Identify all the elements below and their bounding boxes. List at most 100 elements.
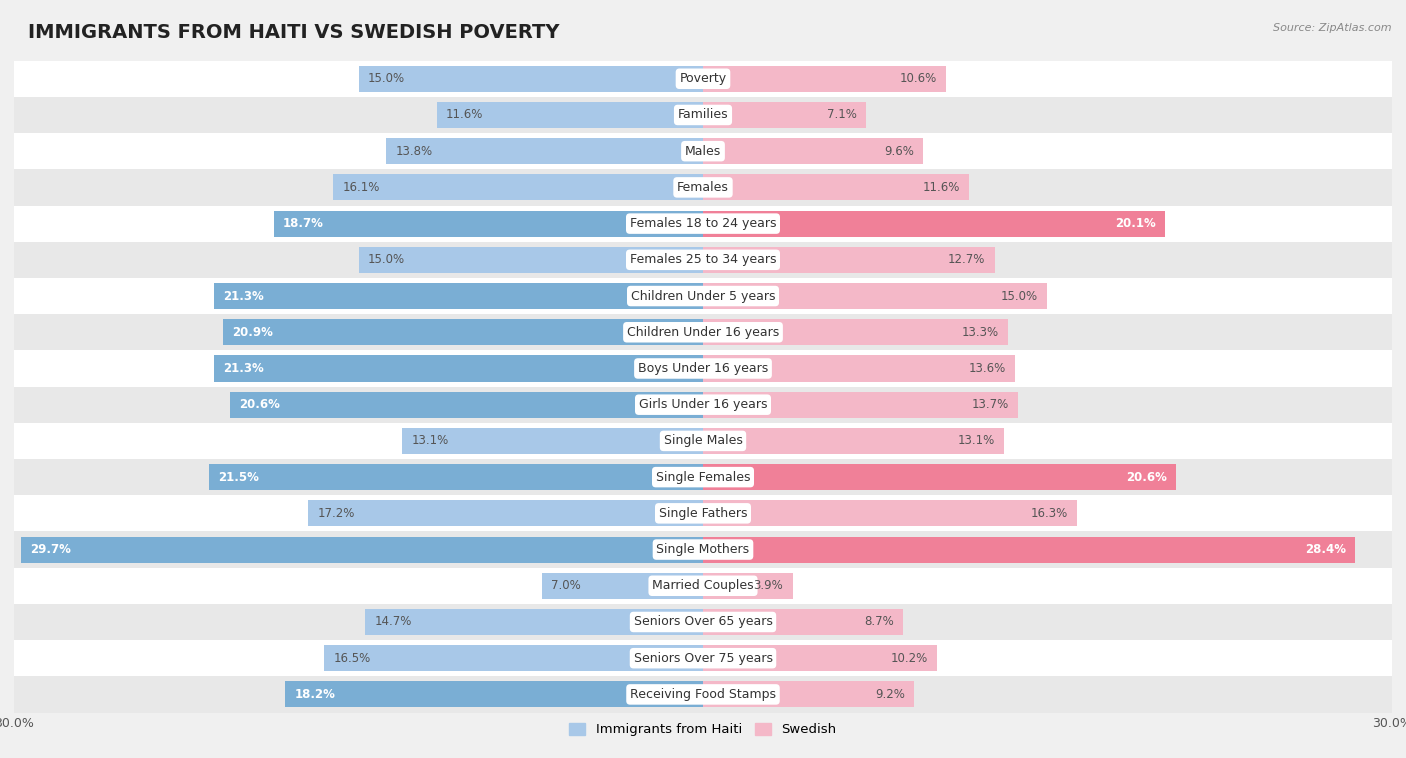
Text: 16.5%: 16.5% — [333, 652, 371, 665]
Text: Males: Males — [685, 145, 721, 158]
Bar — [703, 247, 994, 273]
Text: 29.7%: 29.7% — [30, 543, 72, 556]
Text: 15.0%: 15.0% — [368, 253, 405, 266]
Text: 15.0%: 15.0% — [368, 72, 405, 85]
Text: Females 25 to 34 years: Females 25 to 34 years — [630, 253, 776, 266]
Bar — [14, 459, 1392, 495]
Bar — [14, 242, 1392, 278]
Text: 11.6%: 11.6% — [446, 108, 484, 121]
Bar — [14, 495, 1392, 531]
Bar — [214, 356, 703, 381]
Text: 21.3%: 21.3% — [224, 290, 264, 302]
Text: 21.5%: 21.5% — [218, 471, 259, 484]
Bar — [703, 319, 1008, 346]
Bar — [333, 174, 703, 200]
Text: Seniors Over 65 years: Seniors Over 65 years — [634, 615, 772, 628]
Bar — [224, 319, 703, 346]
Bar — [14, 568, 1392, 604]
Bar — [703, 645, 938, 672]
Text: Seniors Over 75 years: Seniors Over 75 years — [634, 652, 772, 665]
Text: 16.3%: 16.3% — [1031, 507, 1069, 520]
Bar — [703, 537, 1355, 562]
Bar — [14, 61, 1392, 97]
Text: Married Couples: Married Couples — [652, 579, 754, 592]
Bar — [359, 247, 703, 273]
Bar — [387, 138, 703, 164]
Bar — [285, 681, 703, 707]
Bar — [323, 645, 703, 672]
Bar — [359, 66, 703, 92]
Bar — [703, 500, 1077, 526]
Bar — [703, 573, 793, 599]
Legend: Immigrants from Haiti, Swedish: Immigrants from Haiti, Swedish — [564, 718, 842, 742]
Bar — [703, 102, 866, 128]
Bar — [437, 102, 703, 128]
Text: 10.2%: 10.2% — [891, 652, 928, 665]
Text: 8.7%: 8.7% — [863, 615, 894, 628]
Text: 13.7%: 13.7% — [972, 398, 1008, 411]
Bar — [14, 387, 1392, 423]
Bar — [14, 133, 1392, 169]
Bar — [703, 211, 1164, 236]
Bar — [14, 531, 1392, 568]
Text: 3.9%: 3.9% — [754, 579, 783, 592]
Text: 7.1%: 7.1% — [827, 108, 856, 121]
Bar — [703, 66, 946, 92]
Bar — [308, 500, 703, 526]
Bar — [14, 604, 1392, 640]
Text: Girls Under 16 years: Girls Under 16 years — [638, 398, 768, 411]
Bar — [703, 174, 969, 200]
Bar — [703, 356, 1015, 381]
Text: 20.6%: 20.6% — [239, 398, 280, 411]
Text: 13.1%: 13.1% — [957, 434, 994, 447]
Text: 13.3%: 13.3% — [962, 326, 1000, 339]
Text: IMMIGRANTS FROM HAITI VS SWEDISH POVERTY: IMMIGRANTS FROM HAITI VS SWEDISH POVERTY — [28, 23, 560, 42]
Text: Single Females: Single Females — [655, 471, 751, 484]
Text: 11.6%: 11.6% — [922, 181, 960, 194]
Bar — [14, 278, 1392, 314]
Text: 12.7%: 12.7% — [948, 253, 986, 266]
Bar — [14, 350, 1392, 387]
Text: Source: ZipAtlas.com: Source: ZipAtlas.com — [1274, 23, 1392, 33]
Text: Single Males: Single Males — [664, 434, 742, 447]
Text: 18.7%: 18.7% — [283, 217, 323, 230]
Text: 20.1%: 20.1% — [1115, 217, 1156, 230]
Text: Females 18 to 24 years: Females 18 to 24 years — [630, 217, 776, 230]
Bar — [402, 428, 703, 454]
Text: 20.9%: 20.9% — [232, 326, 273, 339]
Bar — [14, 676, 1392, 713]
Bar — [703, 392, 1018, 418]
Bar — [366, 609, 703, 635]
Text: 18.2%: 18.2% — [294, 688, 335, 701]
Text: 13.1%: 13.1% — [412, 434, 449, 447]
Text: 21.3%: 21.3% — [224, 362, 264, 375]
Text: Families: Families — [678, 108, 728, 121]
Bar — [209, 464, 703, 490]
Text: 7.0%: 7.0% — [551, 579, 581, 592]
Bar — [703, 464, 1175, 490]
Text: Single Fathers: Single Fathers — [659, 507, 747, 520]
Text: 10.6%: 10.6% — [900, 72, 938, 85]
Text: 9.2%: 9.2% — [875, 688, 905, 701]
Bar — [703, 681, 914, 707]
Bar — [703, 138, 924, 164]
Bar — [21, 537, 703, 562]
Text: 15.0%: 15.0% — [1001, 290, 1038, 302]
Text: 9.6%: 9.6% — [884, 145, 914, 158]
Bar — [14, 314, 1392, 350]
Text: Poverty: Poverty — [679, 72, 727, 85]
Bar — [274, 211, 703, 236]
Bar — [14, 640, 1392, 676]
Text: 28.4%: 28.4% — [1305, 543, 1346, 556]
Bar — [543, 573, 703, 599]
Text: 20.6%: 20.6% — [1126, 471, 1167, 484]
Text: Females: Females — [678, 181, 728, 194]
Text: Children Under 16 years: Children Under 16 years — [627, 326, 779, 339]
Text: Single Mothers: Single Mothers — [657, 543, 749, 556]
Bar — [14, 205, 1392, 242]
Bar — [703, 283, 1047, 309]
Bar — [231, 392, 703, 418]
Text: 16.1%: 16.1% — [343, 181, 380, 194]
Bar — [14, 423, 1392, 459]
Bar — [703, 609, 903, 635]
